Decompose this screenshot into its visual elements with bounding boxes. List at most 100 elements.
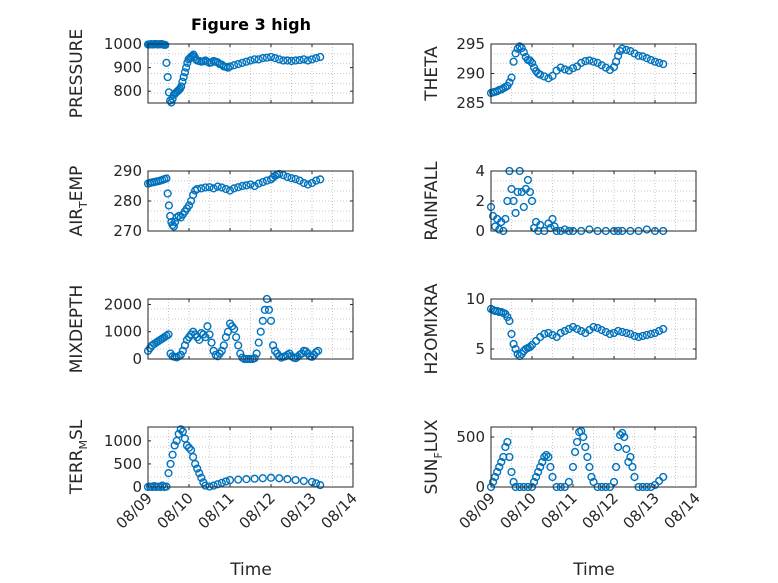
x-tick-label: 08/11 [195, 489, 238, 532]
axes-box [147, 298, 354, 360]
y-tick-label: 500 [113, 455, 142, 473]
data-point [577, 58, 586, 67]
y-tick-label: 10 [466, 290, 485, 308]
data-point [275, 55, 284, 64]
data-point [312, 176, 321, 185]
data-point [630, 472, 639, 482]
data-point [164, 330, 173, 339]
data-point [628, 462, 637, 472]
data-point [201, 183, 210, 192]
data-point [659, 59, 668, 69]
x-tick-label: 08/13 [620, 489, 663, 532]
data-point [507, 329, 516, 339]
data-point [283, 172, 292, 182]
data-point [654, 326, 664, 336]
data-point [593, 323, 602, 333]
data-point [568, 462, 578, 472]
data-point [523, 175, 533, 185]
data-point [659, 472, 668, 482]
data-point [548, 472, 557, 482]
data-point [177, 82, 186, 91]
data-point [613, 326, 623, 336]
panel-theta: 285 290 295 THETA [422, 35, 697, 112]
panel-terr-msl: 0500100008/0908/1008/1108/1208/1308/14TE… [67, 419, 361, 532]
data-point [509, 196, 518, 206]
data-point [511, 49, 520, 58]
data-point [546, 462, 555, 472]
data-point [505, 78, 514, 87]
data-point [583, 452, 592, 462]
axes-box [147, 43, 354, 104]
data-point [205, 330, 214, 339]
data-point [495, 225, 504, 234]
data-point [611, 462, 621, 472]
data-point [252, 349, 261, 358]
x-tick-label: 08/12 [579, 489, 622, 532]
x-tick-label: 08/13 [277, 489, 320, 532]
y-tick-label: 900 [113, 59, 142, 77]
data-point [597, 61, 606, 70]
data-point [529, 477, 539, 487]
panel-sun-flux: 050008/0908/1008/1108/1208/1308/14SUNFLU… [422, 419, 704, 532]
data-point [254, 338, 263, 347]
panel-h2omixra: 5 10 H2OMIXRA [422, 283, 697, 375]
data-point [299, 476, 308, 486]
data-point [622, 328, 631, 338]
data-point [585, 56, 594, 65]
data-point [560, 225, 569, 234]
data-point [316, 175, 325, 184]
data-point [587, 472, 596, 482]
data-point [589, 322, 598, 332]
data-point [491, 472, 500, 482]
data-point [193, 464, 202, 473]
data-point [564, 477, 574, 487]
data-point [176, 350, 185, 360]
x-tick-label: 08/12 [236, 489, 279, 532]
data-point [283, 56, 292, 65]
data-point [219, 341, 228, 350]
data-point [234, 341, 243, 350]
data-point [180, 68, 190, 77]
data-point [642, 330, 651, 340]
data-point [186, 52, 196, 62]
data-point [162, 58, 171, 67]
data-point [527, 58, 537, 67]
data-point [264, 305, 274, 315]
x-tick-label: 08/14 [318, 489, 361, 532]
data-point [616, 430, 625, 440]
data-point [287, 56, 296, 66]
data-point [291, 56, 300, 65]
data-point [642, 54, 651, 63]
data-point [174, 211, 183, 221]
data-point [193, 184, 202, 194]
panel-pressure: 800 900 1000 PRESSURE [67, 29, 354, 118]
x-tick-label: 08/10 [154, 489, 197, 532]
data-point [626, 46, 635, 56]
data-point [266, 52, 276, 62]
data-point [495, 462, 504, 472]
data-point [163, 189, 172, 198]
data-point [626, 452, 635, 462]
y-tick-label: 0 [132, 478, 142, 496]
data-point [624, 457, 633, 467]
data-point [544, 74, 553, 83]
data-point [299, 55, 308, 64]
data-point [316, 52, 325, 62]
data-point [283, 475, 292, 484]
data-point [488, 477, 498, 487]
data-point [250, 354, 259, 363]
data-point [601, 63, 610, 72]
data-point [544, 328, 553, 338]
data-point [503, 312, 512, 322]
data-point [505, 316, 514, 326]
data-point [622, 444, 631, 454]
y-tick-label: 2 [475, 192, 485, 210]
data-point [572, 324, 582, 334]
y-tick-label: 280 [113, 192, 142, 210]
y-tick-label: 800 [113, 82, 142, 100]
data-point [634, 332, 643, 342]
y-axis-label: THETA [422, 46, 442, 102]
data-point [538, 457, 547, 467]
data-point [642, 225, 651, 234]
data-point [182, 63, 191, 72]
